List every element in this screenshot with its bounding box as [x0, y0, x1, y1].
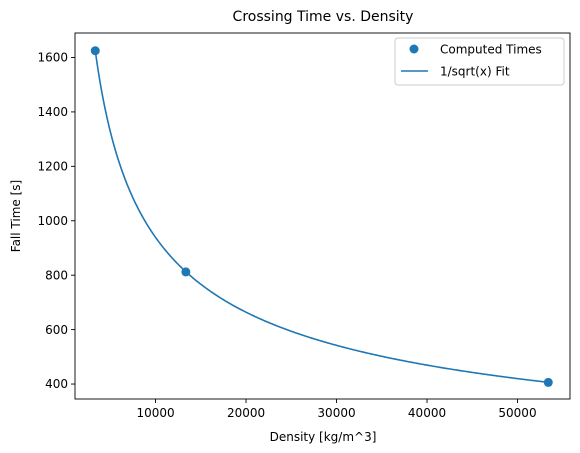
axes-frame: [74, 32, 571, 400]
y-tick-label: 1600: [37, 51, 68, 65]
legend: Computed Times 1/sqrt(x) Fit: [394, 37, 565, 86]
y-tick-label: 1000: [37, 214, 68, 228]
fit-line: [94, 50, 549, 384]
data-point: [543, 377, 553, 387]
y-tick-label: 800: [45, 268, 68, 282]
x-axis-label: Density [kg/m^3]: [270, 430, 377, 444]
x-tick-label: 30000: [317, 406, 355, 420]
data-point: [181, 267, 191, 277]
legend-box: [394, 37, 565, 86]
y-tick-label: 400: [45, 377, 68, 391]
y-tick-label: 1400: [37, 105, 68, 119]
legend-label-computed-times: Computed Times: [440, 43, 542, 57]
legend-marker-computed-times: [409, 44, 419, 54]
data-point: [90, 46, 100, 56]
plot-area: 10000 20000 30000 40000 50000 400 600 800 1000 1…: [37, 32, 571, 420]
y-tick-label: 1200: [37, 160, 68, 174]
x-tick-label: 40000: [408, 406, 446, 420]
scatter-points: [90, 46, 553, 387]
x-tick-label: 20000: [227, 406, 265, 420]
y-tick-label: 600: [45, 323, 68, 337]
y-axis-label: Fall Time [s]: [9, 180, 23, 252]
x-tick-label: 10000: [136, 406, 174, 420]
x-axis-ticks: 10000 20000 30000 40000 50000: [136, 399, 537, 420]
y-axis-ticks: 400 600 800 1000 1200 1400 1600: [37, 51, 75, 391]
legend-label-fit-line: 1/sqrt(x) Fit: [440, 65, 510, 79]
x-tick-label: 50000: [498, 406, 536, 420]
chart-title: Crossing Time vs. Density: [233, 9, 414, 25]
